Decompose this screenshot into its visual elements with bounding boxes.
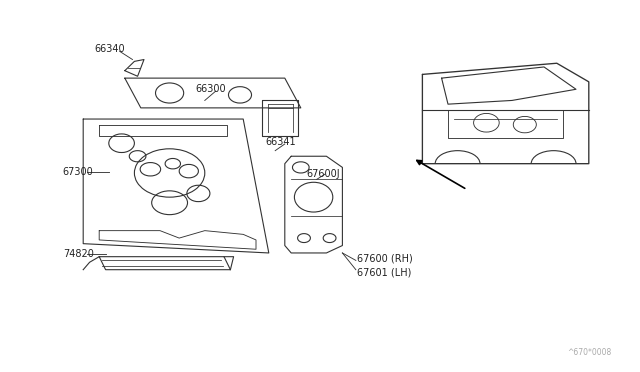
Text: 67600J: 67600J: [306, 169, 340, 179]
Text: 66341: 66341: [266, 137, 296, 147]
Text: ^670*0008: ^670*0008: [567, 348, 611, 357]
Text: 67600 (RH): 67600 (RH): [357, 254, 413, 263]
Text: 67300: 67300: [63, 167, 93, 177]
Text: 66340: 66340: [95, 44, 125, 54]
Text: 67601 (LH): 67601 (LH): [357, 267, 412, 277]
Text: 74820: 74820: [63, 249, 93, 259]
Text: 66300: 66300: [195, 84, 226, 94]
